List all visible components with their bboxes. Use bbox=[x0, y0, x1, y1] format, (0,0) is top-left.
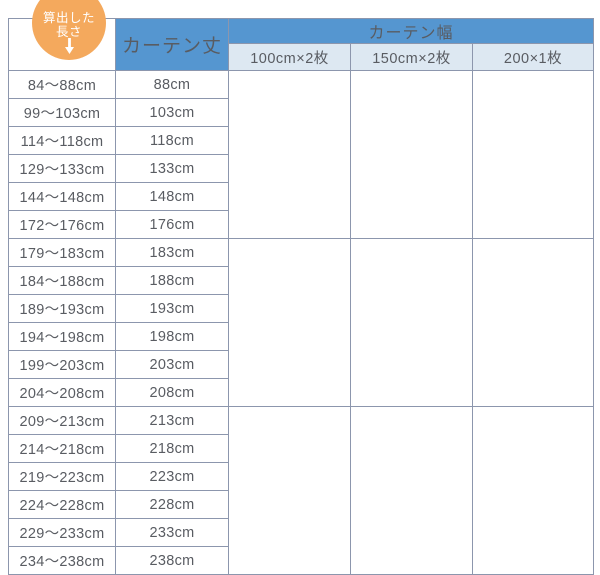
table-row: 219〜223cm 223cm bbox=[8, 462, 594, 491]
table-row: 84〜88cm 88cm bbox=[8, 70, 594, 239]
calculated-length-cell: 194〜198cm bbox=[8, 322, 116, 351]
header-row-top: カーテン丈 カーテン幅 bbox=[8, 18, 594, 71]
table-row: 172〜176cm 176cm bbox=[8, 210, 594, 239]
table-row: 194〜198cm 198cm bbox=[8, 322, 594, 351]
curtain-length-cell: 233cm bbox=[115, 518, 229, 547]
table-row: 99〜103cm 103cm bbox=[8, 98, 594, 127]
calculated-length-cell: 184〜188cm bbox=[8, 266, 116, 295]
width-option-cell bbox=[228, 70, 351, 239]
calculated-length-cell: 224〜228cm bbox=[8, 490, 116, 519]
curtain-length-cell: 188cm bbox=[115, 266, 229, 295]
table-row: 229〜233cm 233cm bbox=[8, 518, 594, 547]
calculated-length-cell: 234〜238cm bbox=[8, 546, 116, 575]
curtain-size-table: カーテン丈 カーテン幅 100cm×2枚 150cm×2枚 200×1枚 84〜… bbox=[8, 18, 594, 575]
table-row: 184〜188cm 188cm bbox=[8, 266, 594, 295]
width-option-cell bbox=[350, 70, 473, 239]
calculated-length-cell: 199〜203cm bbox=[8, 350, 116, 379]
width-option-cell bbox=[472, 406, 594, 575]
width-option-cell bbox=[350, 238, 473, 407]
table-row: 129〜133cm 133cm bbox=[8, 154, 594, 183]
curtain-length-cell: 213cm bbox=[115, 406, 229, 435]
calculated-length-cell: 172〜176cm bbox=[8, 210, 116, 239]
width-column-2-header: 150cm×2枚 bbox=[350, 43, 473, 71]
width-column-3-header: 200×1枚 bbox=[472, 43, 594, 71]
calculated-length-cell: 189〜193cm bbox=[8, 294, 116, 323]
calculated-length-cell: 99〜103cm bbox=[8, 98, 116, 127]
table-row: 204〜208cm 208cm bbox=[8, 378, 594, 407]
calculated-length-cell: 219〜223cm bbox=[8, 462, 116, 491]
header-row-sub: 100cm×2枚 150cm×2枚 200×1枚 bbox=[9, 43, 594, 71]
calculated-length-cell: 179〜183cm bbox=[8, 238, 116, 267]
width-option-cell bbox=[472, 70, 594, 239]
curtain-width-group-header: カーテン幅 bbox=[228, 18, 594, 44]
table-row: 199〜203cm 203cm bbox=[8, 350, 594, 379]
curtain-length-cell: 208cm bbox=[115, 378, 229, 407]
table-row: 209〜213cm 213cm bbox=[8, 406, 594, 575]
curtain-length-cell: 193cm bbox=[115, 294, 229, 323]
calculated-length-cell: 144〜148cm bbox=[8, 182, 116, 211]
curtain-length-cell: 198cm bbox=[115, 322, 229, 351]
curtain-length-cell: 223cm bbox=[115, 462, 229, 491]
calculated-length-cell: 214〜218cm bbox=[8, 434, 116, 463]
table-row: 179〜183cm 183cm bbox=[8, 238, 594, 407]
table-body: 84〜88cm 88cm 99〜103cm 103cm 114〜118cm 118cm 12… bbox=[8, 70, 594, 575]
curtain-length-cell: 118cm bbox=[115, 126, 229, 155]
width-option-cell bbox=[228, 406, 351, 575]
width-column-1-header: 100cm×2枚 bbox=[228, 43, 351, 71]
table-row: 214〜218cm 218cm bbox=[8, 434, 594, 463]
width-option-cell bbox=[228, 238, 351, 407]
table-row: 144〜148cm 148cm bbox=[8, 182, 594, 211]
calculated-length-cell: 209〜213cm bbox=[8, 406, 116, 435]
calculated-length-cell: 84〜88cm bbox=[8, 70, 116, 99]
curtain-length-cell: 218cm bbox=[115, 434, 229, 463]
width-option-cell bbox=[472, 238, 594, 407]
curtain-length-cell: 176cm bbox=[115, 210, 229, 239]
curtain-length-cell: 133cm bbox=[115, 154, 229, 183]
curtain-length-cell: 103cm bbox=[115, 98, 229, 127]
calculated-length-cell: 129〜133cm bbox=[8, 154, 116, 183]
curtain-length-header: カーテン丈 bbox=[115, 18, 229, 71]
calculated-length-header-cell bbox=[8, 18, 116, 71]
table-row: 114〜118cm 118cm bbox=[8, 126, 594, 155]
curtain-length-cell: 183cm bbox=[115, 238, 229, 267]
calculated-length-cell: 229〜233cm bbox=[8, 518, 116, 547]
curtain-length-cell: 148cm bbox=[115, 182, 229, 211]
curtain-length-cell: 238cm bbox=[115, 546, 229, 575]
table-header: カーテン丈 カーテン幅 100cm×2枚 150cm×2枚 200×1枚 bbox=[8, 18, 594, 71]
width-option-cell bbox=[350, 406, 473, 575]
calculated-length-cell: 114〜118cm bbox=[8, 126, 116, 155]
curtain-length-cell: 203cm bbox=[115, 350, 229, 379]
curtain-length-cell: 88cm bbox=[115, 70, 229, 99]
calculated-length-cell: 204〜208cm bbox=[8, 378, 116, 407]
curtain-length-cell: 228cm bbox=[115, 490, 229, 519]
